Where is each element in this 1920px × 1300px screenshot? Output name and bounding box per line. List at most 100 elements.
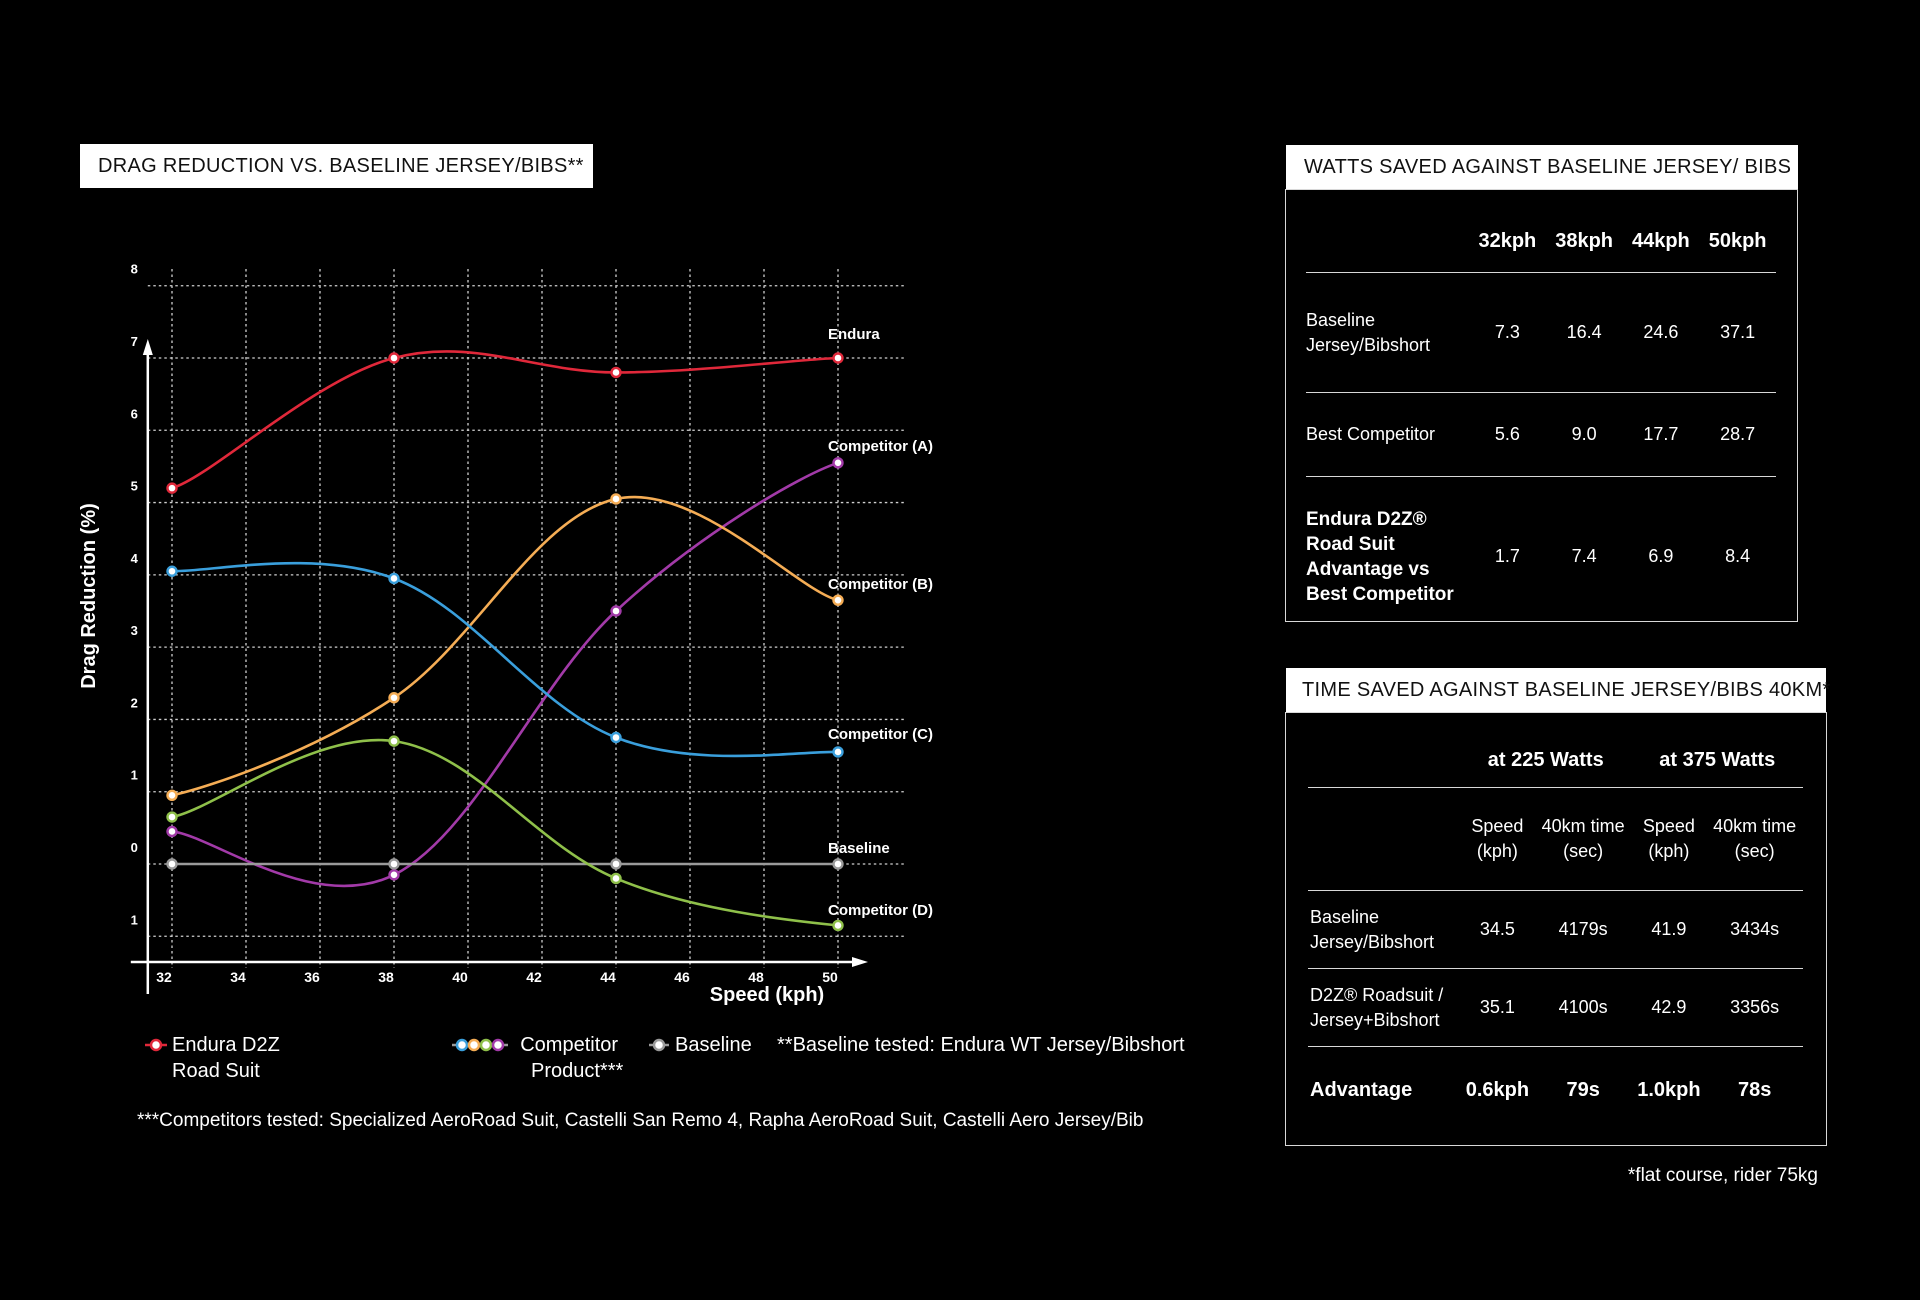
table-cell: 17.7 <box>1622 392 1700 477</box>
row-label: D2Z® Roadsuit / Jersey+Bibshort <box>1308 968 1460 1047</box>
table-cell: 3356s <box>1706 968 1803 1047</box>
table-row: Endura D2Z® Road Suit Advantage vs Best … <box>1306 477 1776 637</box>
row-label: Endura D2Z® Road Suit Advantage vs Best … <box>1306 508 1454 605</box>
legend-baseline: Baseline <box>675 1034 752 1056</box>
y-axis-arrow <box>142 338 153 355</box>
table-cell: 16.4 <box>1545 272 1623 393</box>
data-point <box>166 565 178 577</box>
data-point <box>388 692 400 704</box>
x-axis-label: Speed (kph) <box>710 984 824 1006</box>
row-label: Advantage <box>1310 1079 1413 1102</box>
table-cell: 9.0 <box>1545 392 1623 477</box>
table-cell: 4100s <box>1534 968 1632 1047</box>
table-row: Baseline Jersey/Bibshort 34.5 4179s 41.9 … <box>1308 890 1803 969</box>
data-point <box>388 869 400 881</box>
legend-endura-line1: Endura D2Z <box>172 1034 280 1056</box>
table-cell: 42.9 <box>1631 968 1707 1047</box>
time-table-title: TIME SAVED AGAINST BASELINE JERSEY/BIBS … <box>1286 668 1830 712</box>
x-tick-label: 40 <box>452 969 468 985</box>
y-tick-label: 7 <box>131 334 138 349</box>
data-point <box>166 482 178 494</box>
data-point <box>166 811 178 823</box>
time-footnote: *flat course, rider 75kg <box>1627 1165 1818 1186</box>
watts-header-32: 32kph <box>1469 210 1546 273</box>
legend-markers <box>145 1038 669 1052</box>
sub-header: Speed (kph) <box>1631 787 1707 891</box>
legend-competitor-line2: Product*** <box>531 1060 624 1082</box>
watts-table-title: WATTS SAVED AGAINST BASELINE JERSEY/ BIB… <box>1286 145 1798 189</box>
legend-competitor: Competitor Product*** <box>515 1032 623 1084</box>
data-point <box>166 858 178 870</box>
series-label: Competitor (A) <box>828 438 933 455</box>
data-point <box>388 858 400 870</box>
table-cell: 1.7 <box>1494 546 1520 567</box>
row-label: Baseline Jersey/Bibshort <box>1306 272 1469 393</box>
data-point <box>388 735 400 747</box>
series-line-competitor-b <box>171 495 839 797</box>
legend-baseline-note: **Baseline tested: Endura WT Jersey/Bibs… <box>777 1034 1185 1056</box>
table-cell: 35.1 <box>1460 968 1535 1047</box>
data-point <box>832 352 844 364</box>
watts-header-38: 38kph <box>1545 210 1623 273</box>
x-tick-label: 46 <box>674 969 690 985</box>
data-point <box>388 572 400 585</box>
legend-competitor-green-marker <box>479 1038 493 1052</box>
legend-competitor-purple-marker <box>491 1038 505 1052</box>
series-label: Competitor (B) <box>828 576 933 593</box>
competitors-note: ***Competitors tested: Specialized AeroR… <box>137 1110 1144 1131</box>
series-line-endura <box>171 350 839 490</box>
row-label: Best Competitor <box>1306 392 1469 477</box>
table-cell: 24.6 <box>1622 272 1700 393</box>
data-point <box>166 789 178 802</box>
table-cell: 3434s <box>1706 890 1803 969</box>
data-point <box>610 872 622 885</box>
table-row: Baseline Jersey/Bibshort 7.3 16.4 24.6 3… <box>1306 272 1776 393</box>
x-tick-label: 34 <box>230 969 246 985</box>
x-axis-arrow <box>852 956 868 967</box>
series-line-competitor-c <box>171 561 839 758</box>
table-row-advantage: Advantage 0.6kph 79s 1.0kph 78s <box>1308 1047 1803 1135</box>
table-cell: 37.1 <box>1699 272 1776 393</box>
y-tick-label: 1 <box>131 912 138 927</box>
data-point <box>166 825 178 838</box>
y-tick-label: 4 <box>131 551 139 566</box>
data-point <box>610 366 622 379</box>
x-tick-label: 38 <box>378 969 394 985</box>
sub-header: Speed (kph) <box>1460 787 1535 891</box>
legend-competitor-orange-marker <box>467 1038 481 1052</box>
legend-endura-marker <box>149 1038 163 1052</box>
watts-header-44: 44kph <box>1622 210 1700 273</box>
y-tick-label: 6 <box>131 406 138 421</box>
chart-grid <box>147 269 905 968</box>
legend-endura: Endura D2Z Road Suit <box>172 1032 280 1084</box>
table-cell: 8.4 <box>1725 546 1751 567</box>
data-point <box>388 352 400 364</box>
data-point <box>832 858 844 870</box>
data-point <box>610 858 622 870</box>
chart-title: DRAG REDUCTION VS. BASELINE JERSEY/BIBS*… <box>80 144 593 188</box>
time-table: at 225 Watts at 375 Watts Speed (kph) 40k… <box>1308 733 1803 1135</box>
chart-markers <box>166 352 844 932</box>
legend-endura-line2: Road Suit <box>172 1060 260 1082</box>
series-label: Competitor (C) <box>828 726 933 743</box>
table-cell: 78s <box>1737 1079 1772 1102</box>
data-point <box>832 594 844 606</box>
y-tick-label: 1 <box>131 768 138 783</box>
table-cell: 1.0kph <box>1637 1079 1701 1102</box>
legend-competitor-blue-marker <box>455 1038 469 1052</box>
legend-baseline-marker <box>652 1038 666 1052</box>
table-cell: 41.9 <box>1631 890 1707 969</box>
data-point <box>610 605 622 617</box>
x-tick-label: 42 <box>526 969 542 985</box>
data-point <box>832 919 844 932</box>
y-tick-label: 0 <box>131 840 138 855</box>
watts-table: 32kph 38kph 44kph 50kph Baseline Jersey/… <box>1306 210 1776 637</box>
data-point <box>610 493 622 505</box>
table-cell: 7.3 <box>1469 272 1546 393</box>
chart-series <box>171 350 839 927</box>
legend-competitor-line1: Competitor <box>520 1034 619 1056</box>
row-label: Baseline Jersey/Bibshort <box>1308 890 1460 969</box>
x-tick-label: 48 <box>748 969 764 985</box>
series-label: Baseline <box>828 840 890 857</box>
